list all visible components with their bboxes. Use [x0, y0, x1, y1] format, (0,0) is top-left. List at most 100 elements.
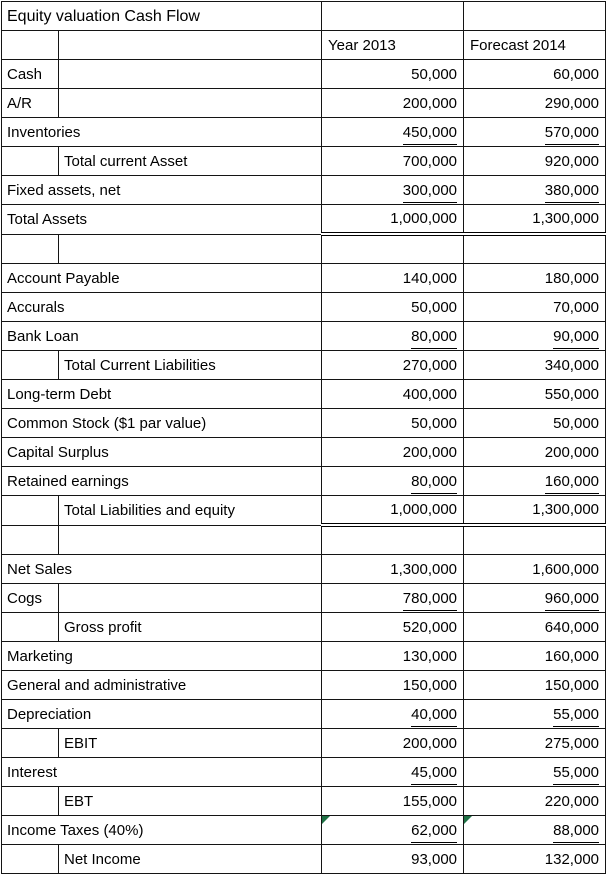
value-cell[interactable]: 1,300,000 [321, 554, 465, 584]
row-label-cell[interactable]: Total Assets [0, 204, 323, 235]
value-cell[interactable]: 45,000 [321, 757, 465, 787]
row-label-cell[interactable]: Fixed assets, net [0, 175, 323, 205]
row-label-cell[interactable]: Account Payable [0, 263, 323, 293]
value-cell[interactable]: 50,000 [321, 408, 465, 438]
row-label-cell[interactable]: Total current Asset [57, 146, 323, 176]
row-label-cell[interactable]: EBT [57, 786, 323, 816]
row-label-cell[interactable]: A/R [1, 88, 59, 118]
row-label-cell[interactable]: Cogs [1, 583, 59, 613]
empty-label-cell[interactable] [57, 233, 323, 264]
value-cell[interactable] [463, 524, 606, 555]
value-cell[interactable]: 1,300,000 [463, 495, 606, 527]
empty-label-cell[interactable] [57, 524, 323, 555]
indent-spacer-cell[interactable] [1, 350, 59, 380]
label-spacer-cell[interactable] [57, 59, 323, 89]
value-cell[interactable] [463, 1, 606, 31]
row-label-cell[interactable]: General and administrative [0, 670, 323, 700]
row-label-cell[interactable]: Retained earnings [0, 466, 323, 496]
indent-spacer-cell[interactable] [1, 844, 59, 874]
empty-label-cell[interactable] [1, 30, 59, 60]
value-cell[interactable] [321, 524, 465, 555]
value-cell[interactable]: 150,000 [321, 670, 465, 700]
value-cell[interactable]: 160,000 [463, 466, 606, 496]
value-cell[interactable]: 290,000 [463, 88, 606, 118]
value-cell[interactable] [463, 233, 606, 264]
value-cell[interactable]: 200,000 [463, 437, 606, 467]
value-cell[interactable]: 70,000 [463, 292, 606, 322]
value-cell[interactable]: 50,000 [463, 408, 606, 438]
value-cell[interactable] [321, 233, 465, 264]
empty-label-cell[interactable] [57, 30, 323, 60]
row-label-cell[interactable]: Marketing [0, 641, 323, 671]
value-cell[interactable]: 155,000 [321, 786, 465, 816]
indent-spacer-cell[interactable] [1, 786, 59, 816]
value-cell[interactable]: 40,000 [321, 699, 465, 729]
value-cell[interactable]: 1,300,000 [463, 204, 606, 236]
indent-spacer-cell[interactable] [1, 728, 59, 758]
row-label-cell[interactable]: Total Liabilities and equity [57, 495, 323, 526]
value-cell[interactable]: 88,000 [463, 815, 606, 845]
value-cell[interactable]: 220,000 [463, 786, 606, 816]
value-cell[interactable]: 50,000 [321, 292, 465, 322]
value-cell[interactable]: 270,000 [321, 350, 465, 380]
value-cell[interactable]: 200,000 [321, 728, 465, 758]
value-cell[interactable] [321, 1, 465, 31]
row-label-cell[interactable]: Capital Surplus [0, 437, 323, 467]
value-cell[interactable]: 55,000 [463, 699, 606, 729]
label-spacer-cell[interactable] [57, 88, 323, 118]
column-header-cell[interactable]: Year 2013 [321, 30, 465, 60]
indent-spacer-cell[interactable] [1, 146, 59, 176]
value-cell[interactable]: 920,000 [463, 146, 606, 176]
value-cell[interactable]: 55,000 [463, 757, 606, 787]
value-cell[interactable]: 1,600,000 [463, 554, 606, 584]
value-cell[interactable]: 960,000 [463, 583, 606, 613]
value-cell[interactable]: 570,000 [463, 117, 606, 147]
value-cell[interactable]: 62,000 [321, 815, 465, 845]
row-label-cell[interactable]: Total Current Liabilities [57, 350, 323, 380]
value-cell[interactable]: 780,000 [321, 583, 465, 613]
value-cell[interactable]: 50,000 [321, 59, 465, 89]
value-cell[interactable]: 132,000 [463, 844, 606, 874]
value-cell[interactable]: 400,000 [321, 379, 465, 409]
value-cell[interactable]: 80,000 [321, 321, 465, 351]
value-cell[interactable]: 200,000 [321, 437, 465, 467]
empty-label-cell[interactable] [1, 233, 59, 264]
value-cell[interactable]: 300,000 [321, 175, 465, 205]
row-label-cell[interactable]: Net Sales [0, 554, 323, 584]
value-cell[interactable]: 90,000 [463, 321, 606, 351]
row-label-cell[interactable]: Bank Loan [0, 321, 323, 351]
value-cell[interactable]: 160,000 [463, 641, 606, 671]
column-header-cell[interactable]: Forecast 2014 [463, 30, 606, 60]
value-cell[interactable]: 640,000 [463, 612, 606, 642]
label-spacer-cell[interactable] [57, 583, 323, 613]
row-label-cell[interactable]: Inventories [0, 117, 323, 147]
value-cell[interactable]: 1,000,000 [321, 204, 465, 236]
row-label-cell[interactable]: Depreciation [0, 699, 323, 729]
sheet-title-cell[interactable]: Equity valuation Cash Flow [0, 1, 323, 31]
value-cell[interactable]: 340,000 [463, 350, 606, 380]
value-cell[interactable]: 700,000 [321, 146, 465, 176]
value-cell[interactable]: 275,000 [463, 728, 606, 758]
row-label-cell[interactable]: Income Taxes (40%) [0, 815, 323, 845]
value-cell[interactable]: 520,000 [321, 612, 465, 642]
row-label-cell[interactable]: Common Stock ($1 par value) [0, 408, 323, 438]
empty-label-cell[interactable] [1, 524, 59, 555]
value-cell[interactable]: 180,000 [463, 263, 606, 293]
value-cell[interactable]: 80,000 [321, 466, 465, 496]
value-cell[interactable]: 140,000 [321, 263, 465, 293]
row-label-cell[interactable]: Net Income [57, 844, 323, 874]
row-label-cell[interactable]: Long-term Debt [0, 379, 323, 409]
row-label-cell[interactable]: Cash [1, 59, 59, 89]
row-label-cell[interactable]: Interest [0, 757, 323, 787]
value-cell[interactable]: 130,000 [321, 641, 465, 671]
value-cell[interactable]: 93,000 [321, 844, 465, 874]
value-cell[interactable]: 550,000 [463, 379, 606, 409]
row-label-cell[interactable]: Accurals [0, 292, 323, 322]
value-cell[interactable]: 450,000 [321, 117, 465, 147]
row-label-cell[interactable]: Gross profit [57, 612, 323, 642]
value-cell[interactable]: 1,000,000 [321, 495, 465, 527]
value-cell[interactable]: 200,000 [321, 88, 465, 118]
value-cell[interactable]: 150,000 [463, 670, 606, 700]
row-label-cell[interactable]: EBIT [57, 728, 323, 758]
indent-spacer-cell[interactable] [1, 612, 59, 642]
